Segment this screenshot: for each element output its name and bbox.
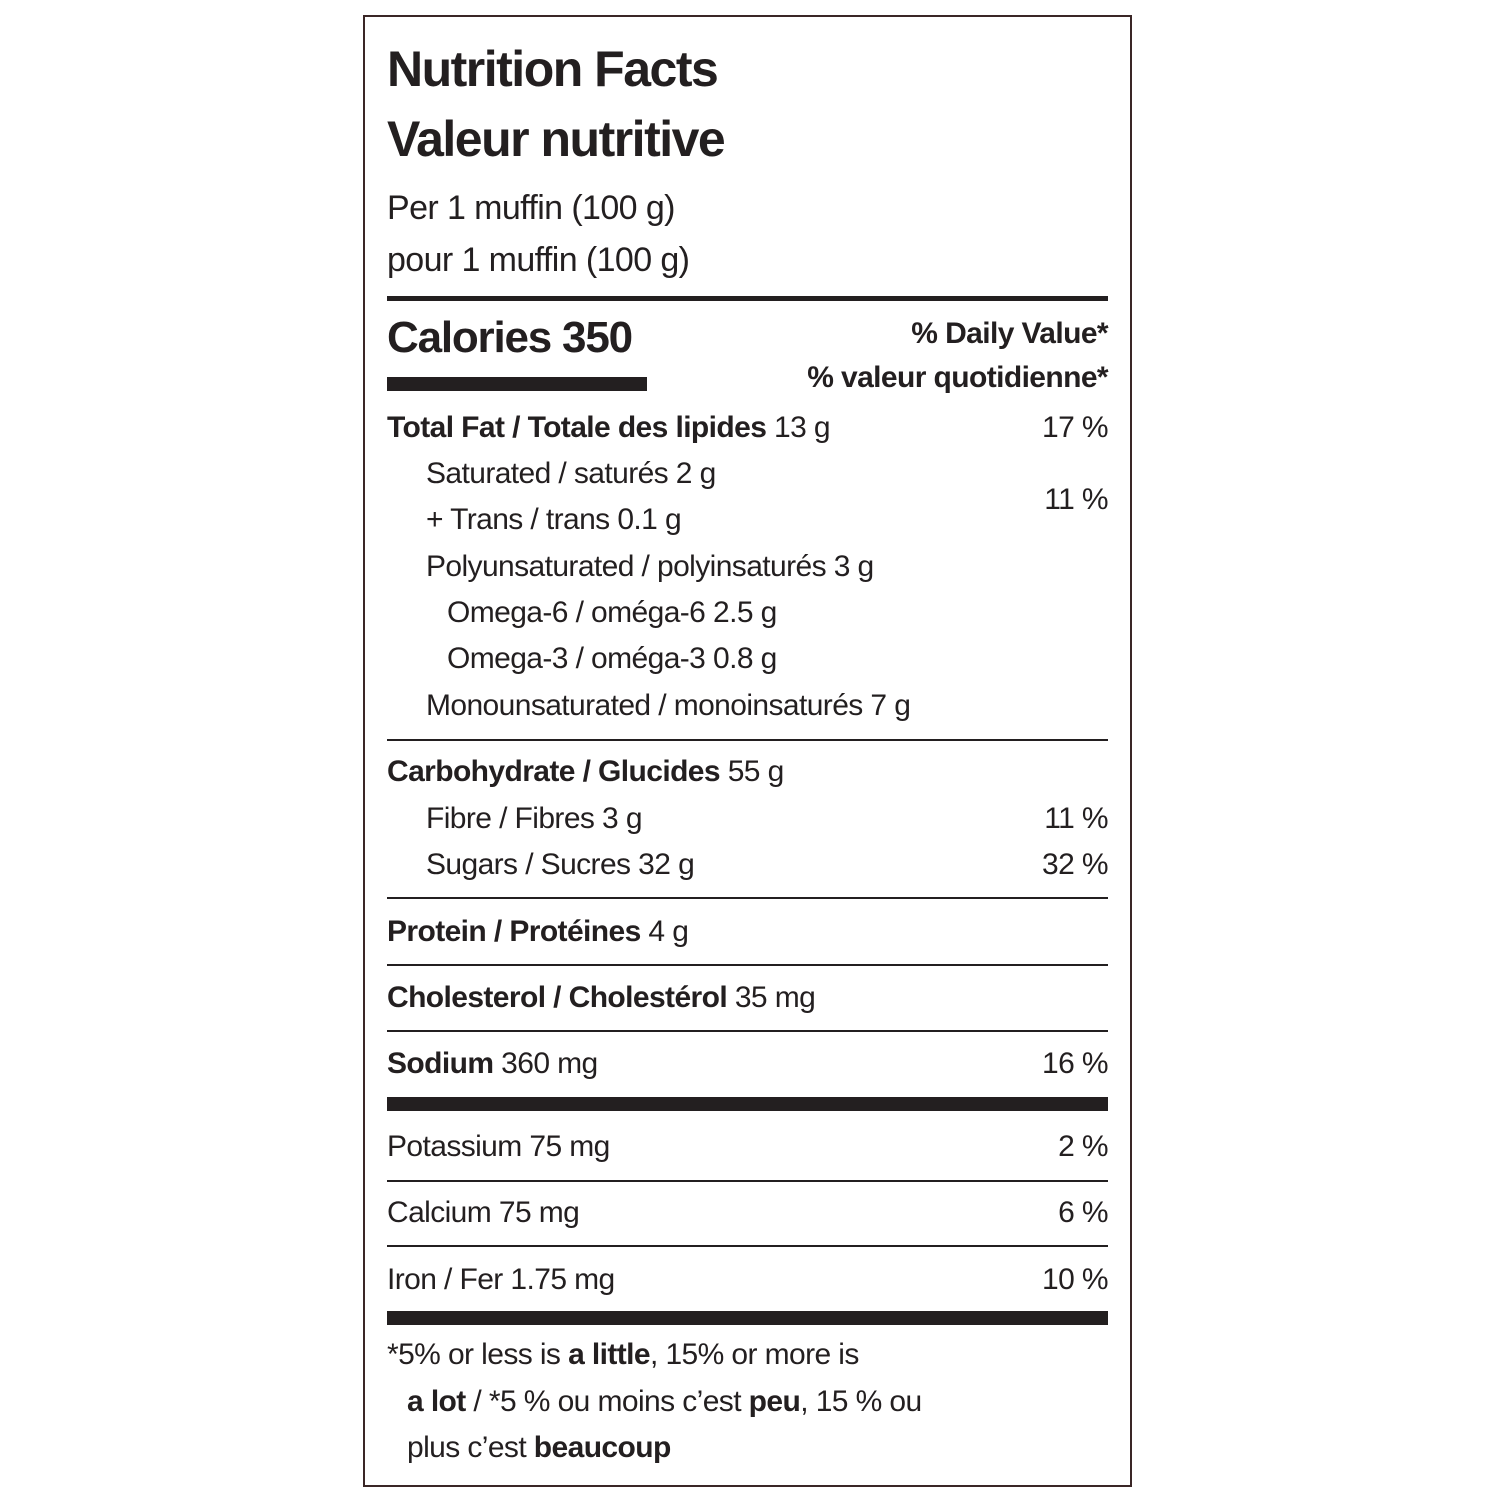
rule [387, 296, 1108, 301]
daily-value: 16 % [1042, 1047, 1109, 1080]
nutrient-row: Omega-6 / oméga-6 2.5 g [447, 596, 777, 629]
nutrient-name: Total Fat / Totale des lipides [387, 411, 767, 444]
rule [387, 897, 1108, 899]
daily-value: 2 % [1058, 1130, 1109, 1163]
footnote-text: beaucoup [533, 1431, 671, 1464]
daily-value: 6 % [1058, 1196, 1109, 1229]
nutrient-amount: 13 g [774, 411, 831, 444]
calories-bar [387, 377, 647, 391]
nutrient-name: Carbohydrate / Glucides [387, 755, 721, 788]
daily-value-fr: % valeur quotidienne* [807, 361, 1108, 394]
daily-value: 32 % [1042, 848, 1109, 881]
footnote-text: , 15 % ou [800, 1385, 922, 1418]
serving-en: Per 1 muffin (100 g) [387, 189, 675, 227]
footnote-line: a lot / *5 % ou moins c’est peu, 15 % ou [407, 1380, 922, 1424]
footnote-text: / *5 % ou moins c’est [465, 1385, 749, 1418]
calories: Calories 350 [387, 313, 633, 362]
nutrient-amount: 360 mg [501, 1047, 598, 1080]
serving-fr: pour 1 muffin (100 g) [387, 241, 690, 279]
nutrient-name: Sodium [387, 1047, 494, 1080]
rule [387, 1180, 1108, 1182]
footnote-line: *5% or less is a little, 15% or more is [387, 1333, 859, 1377]
daily-value: 17 % [1042, 411, 1109, 444]
daily-value: 11 % [1044, 483, 1108, 516]
daily-value: 10 % [1042, 1263, 1109, 1296]
rule [387, 964, 1108, 966]
nutrient-row: Total Fat / Totale des lipides 13 g [387, 406, 831, 450]
footnote-text: peu [748, 1385, 801, 1418]
daily-value-en: % Daily Value* [911, 317, 1108, 350]
footnote-text: a little [568, 1338, 650, 1371]
nutrient-row: Polyunsaturated / polyinsaturés 3 g [426, 550, 874, 583]
nutrient-row: Carbohydrate / Glucides 55 g [387, 750, 784, 794]
rule-thick [387, 1311, 1108, 1325]
label-border [363, 15, 1132, 1487]
nutrient-amount: 35 mg [734, 981, 816, 1014]
nutrient-row: Sugars / Sucres 32 g [426, 848, 695, 881]
footnote-text: plus c’est [407, 1431, 534, 1464]
nutrient-amount: 55 g [727, 755, 785, 788]
nutrient-amount: 4 g [648, 915, 689, 948]
nutrient-row: Omega-3 / oméga-3 0.8 g [447, 642, 777, 675]
nutrient-row: Protein / Protéines 4 g [387, 910, 689, 954]
footnote-line: plus c’est beaucoup [407, 1426, 671, 1470]
rule-thick [387, 1097, 1108, 1111]
title-fr: Valeur nutritive [387, 111, 726, 167]
nutrient-row: Cholesterol / Cholestérol 35 mg [387, 976, 816, 1020]
daily-value: 11 % [1044, 802, 1108, 835]
nutrient-row: Calcium 75 mg [387, 1196, 580, 1229]
footnote-text: a lot [407, 1385, 466, 1418]
nutrient-row: + Trans / trans 0.1 g [426, 503, 682, 536]
title-en: Nutrition Facts [387, 41, 719, 97]
nutrient-row: Potassium 75 mg [387, 1130, 610, 1163]
nutrient-name: Cholesterol / Cholestérol [387, 981, 728, 1014]
rule [387, 1245, 1108, 1247]
nutrient-row: Sodium 360 mg [387, 1042, 598, 1086]
nutrient-row: Monounsaturated / monoinsaturés 7 g [426, 689, 911, 722]
footnote-text: *5% or less is [387, 1338, 569, 1371]
rule [387, 739, 1108, 741]
rule [387, 1030, 1108, 1032]
footnote-text: , 15% or more is [649, 1338, 859, 1371]
nutrient-name: Protein / Protéines [387, 915, 641, 948]
nutrient-row: Iron / Fer 1.75 mg [387, 1263, 615, 1296]
nutrient-row: Fibre / Fibres 3 g [426, 802, 643, 835]
nutrient-row: Saturated / saturés 2 g [426, 457, 716, 490]
